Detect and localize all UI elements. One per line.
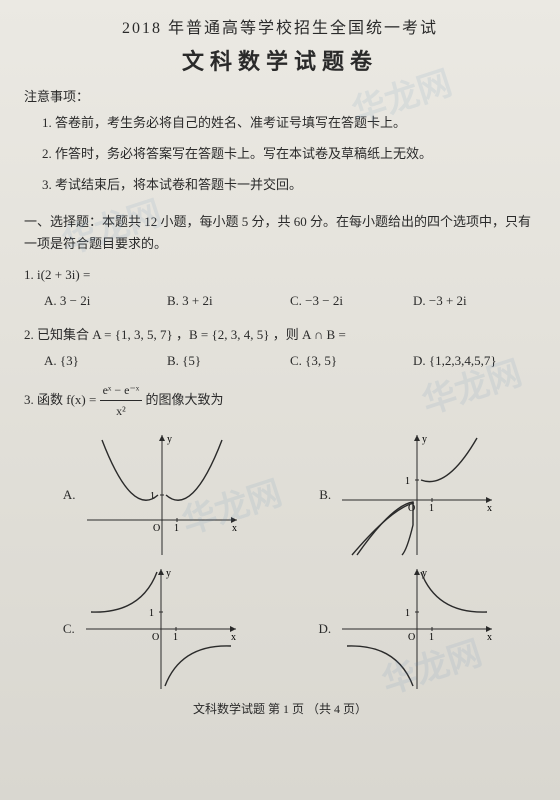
notes-label: 注意事项：: [24, 86, 536, 105]
q3-fraction: eˣ − e⁻ˣ x²: [100, 380, 143, 422]
q3-stem-suffix: 的图像大致为: [146, 392, 224, 407]
exam-header-line2: 文科数学试题卷: [24, 44, 536, 76]
graph-row-1: A. O x y 1 1 B.: [24, 430, 536, 560]
svg-text:x: x: [487, 632, 492, 643]
q1-opt-d: D. −3 + 2i: [413, 290, 536, 312]
notes-list: 1. 答卷前，考生务必将自己的姓名、准考证号填写在答题卡上。 2. 作答时，务必…: [24, 113, 536, 195]
graph-row-2: C. O x y 1 1 D.: [24, 564, 536, 694]
svg-text:x: x: [487, 503, 492, 514]
svg-text:1: 1: [405, 476, 410, 487]
question-1: 1. i(2 + 3i) = A. 3 − 2i B. 3 + 2i C. −3…: [24, 264, 536, 316]
q3-opt-b-label: B.: [319, 487, 331, 503]
q1-number: 1.: [24, 267, 34, 282]
svg-text:1: 1: [405, 608, 410, 619]
svg-text:y: y: [167, 434, 172, 445]
graph-a-block: A. O x y 1 1: [63, 430, 242, 560]
svg-text:1: 1: [174, 523, 179, 534]
section1-heading: 一、选择题：本题共 12 小题，每小题 5 分，共 60 分。在每小题给出的四个…: [24, 211, 536, 255]
svg-text:1: 1: [173, 632, 178, 643]
svg-text:1: 1: [149, 608, 154, 619]
graph-b-block: B. O x y 1 1: [319, 430, 497, 560]
graph-c-block: C. O x y 1 1: [63, 564, 241, 694]
q3-number: 3.: [24, 392, 34, 407]
svg-text:x: x: [232, 523, 237, 534]
q3-opt-d-label: D.: [319, 621, 332, 637]
svg-text:y: y: [166, 568, 171, 579]
note-item: 3. 考试结束后，将本试卷和答题卡一并交回。: [42, 175, 536, 196]
svg-text:1: 1: [429, 503, 434, 514]
svg-text:O: O: [152, 632, 159, 643]
svg-text:y: y: [422, 434, 427, 445]
q3-opt-c-label: C.: [63, 621, 75, 637]
q1-options: A. 3 − 2i B. 3 + 2i C. −3 − 2i D. −3 + 2…: [38, 290, 536, 316]
q2-opt-a: A. {3}: [44, 350, 167, 372]
q1-opt-b: B. 3 + 2i: [167, 290, 290, 312]
question-2: 2. 已知集合 A = {1, 3, 5, 7} ，B = {2, 3, 4, …: [24, 324, 536, 372]
svg-text:x: x: [231, 632, 236, 643]
graph-c: O x y 1 1: [81, 564, 241, 694]
exam-page: 2018 年普通高等学校招生全国统一考试 文科数学试题卷 注意事项： 1. 答卷…: [0, 0, 560, 800]
q1-opt-a: A. 3 − 2i: [44, 290, 167, 312]
note-item: 1. 答卷前，考生务必将自己的姓名、准考证号填写在答题卡上。: [42, 113, 536, 134]
q2-stem: 已知集合 A = {1, 3, 5, 7} ，B = {2, 3, 4, 5} …: [37, 327, 346, 342]
q3-frac-den: x²: [100, 401, 143, 421]
svg-text:1: 1: [150, 491, 155, 502]
q1-stem: i(2 + 3i) =: [37, 267, 90, 282]
question-3: 3. 函数 f(x) = eˣ − e⁻ˣ x² 的图像大致为: [24, 380, 536, 422]
graph-a: O x y 1 1: [82, 430, 242, 560]
q2-number: 2.: [24, 327, 34, 342]
q3-frac-num: eˣ − e⁻ˣ: [100, 380, 143, 401]
page-footer: 文科数学试题 第 1 页 （共 4 页）: [24, 700, 536, 717]
q3-opt-a-label: A.: [63, 487, 76, 503]
q1-opt-c: C. −3 − 2i: [290, 290, 413, 312]
graph-d-block: D. O x y 1 1: [319, 564, 498, 694]
q2-opt-b: B. {5}: [167, 350, 290, 372]
q2-opt-c: C. {3, 5}: [290, 350, 413, 372]
exam-header-line1: 2018 年普通高等学校招生全国统一考试: [24, 14, 536, 38]
graph-d: O x y 1 1: [337, 564, 497, 694]
svg-text:1: 1: [429, 632, 434, 643]
q2-options: A. {3} B. {5} C. {3, 5} D. {1,2,3,4,5,7}: [38, 350, 536, 372]
q2-opt-d: D. {1,2,3,4,5,7}: [413, 350, 536, 372]
q3-stem-prefix: 函数 f(x) =: [37, 392, 100, 407]
svg-text:O: O: [408, 632, 415, 643]
note-item: 2. 作答时，务必将答案写在答题卡上。写在本试卷及草稿纸上无效。: [42, 144, 536, 165]
graph-b: O x y 1 1: [337, 430, 497, 560]
svg-text:O: O: [153, 523, 160, 534]
